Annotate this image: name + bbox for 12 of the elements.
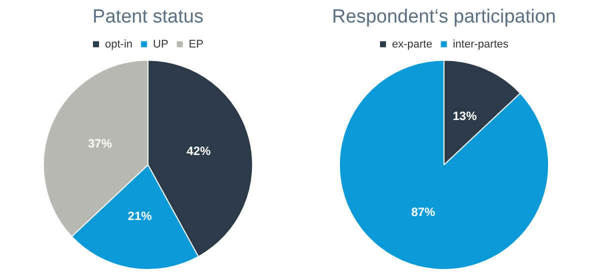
data-label: 37% — [88, 136, 112, 150]
data-label: 87% — [411, 205, 436, 220]
data-label: 21% — [128, 208, 152, 223]
legend-label: inter-partes — [452, 38, 509, 50]
legend-label: UP — [153, 38, 168, 50]
legend-label: opt-in — [105, 38, 133, 50]
data-label: 42% — [186, 144, 211, 158]
legend-label: ex-parte — [392, 38, 432, 50]
data-label: 13% — [452, 109, 478, 124]
chart-title: Respondent‘s participation — [332, 6, 556, 28]
legend-label: EP — [188, 38, 204, 50]
chart-title: Patent status — [92, 6, 204, 28]
